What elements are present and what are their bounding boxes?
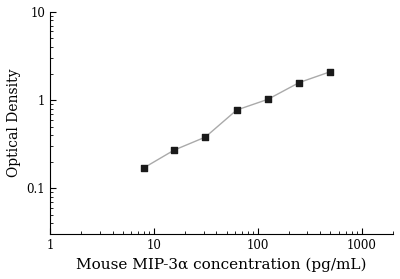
Point xyxy=(327,69,334,74)
Point xyxy=(141,166,147,170)
Point xyxy=(234,108,240,112)
Point xyxy=(296,80,302,85)
Point xyxy=(171,148,177,152)
Point xyxy=(265,97,271,102)
X-axis label: Mouse MIP-3α concentration (pg/mL): Mouse MIP-3α concentration (pg/mL) xyxy=(76,258,367,272)
Point xyxy=(202,135,208,139)
Y-axis label: Optical Density: Optical Density xyxy=(7,69,21,177)
